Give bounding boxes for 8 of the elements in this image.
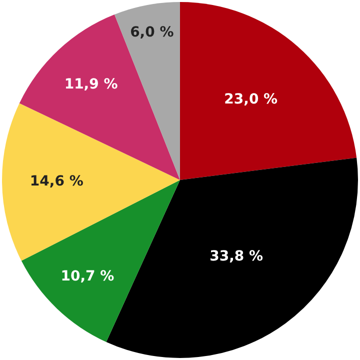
data-label: 23,0 % — [224, 92, 278, 108]
data-label: 6,0 % — [130, 24, 174, 41]
pie-slice — [2, 103, 180, 261]
data-label: 10,7 % — [60, 268, 114, 285]
data-label: 11,9 % — [64, 76, 118, 93]
data-label: 33,8 % — [210, 248, 264, 265]
data-label: 14,6 % — [30, 174, 84, 190]
pie-slice — [180, 2, 357, 180]
